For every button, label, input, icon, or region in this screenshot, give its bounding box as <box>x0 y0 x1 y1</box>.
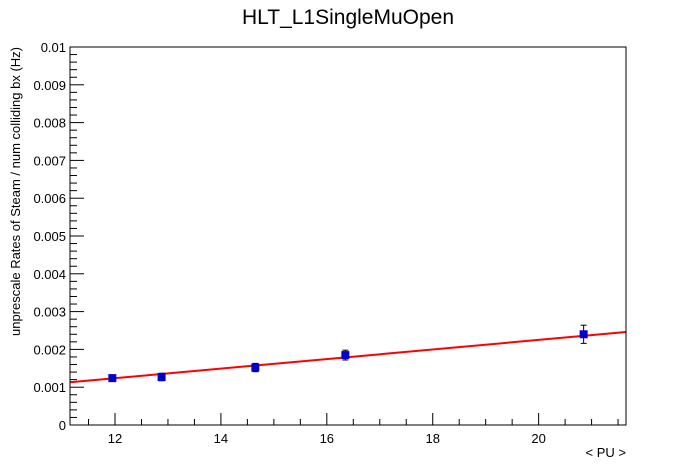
x-axis: 12 14 16 18 20 <box>88 413 619 446</box>
y-tick-label: 0.009 <box>33 78 66 93</box>
x-tick-label: 14 <box>214 431 228 446</box>
y-tick-label: 0.003 <box>33 305 66 320</box>
y-tick-label: 0.006 <box>33 191 66 206</box>
y-tick-label: 0.004 <box>33 267 66 282</box>
x-tick-label: 18 <box>425 431 439 446</box>
y-tick-label: 0.007 <box>33 153 66 168</box>
chart-title: HLT_L1SingleMuOpen <box>242 6 454 29</box>
y-axis-label: unprescale Rates of Steam / num collidin… <box>8 47 23 336</box>
y-tick-label: 0.001 <box>33 380 66 395</box>
y-axis: 0 0.001 0.002 0.003 0.004 0.005 0.006 0.007 0.00… <box>33 40 84 433</box>
data-points-layer <box>108 324 588 383</box>
data-point <box>579 330 588 339</box>
y-tick-label: 0.002 <box>33 342 66 357</box>
data-point <box>341 351 350 360</box>
y-tick-label: 0.008 <box>33 116 66 131</box>
y-tick-label: 0.01 <box>41 40 66 55</box>
x-tick-label: 16 <box>320 431 334 446</box>
data-point <box>157 372 166 381</box>
data-point <box>251 363 260 372</box>
x-tick-label: 12 <box>108 431 122 446</box>
y-tick-label: 0.005 <box>33 229 66 244</box>
data-point <box>108 374 117 383</box>
x-axis-label: < PU > <box>586 445 626 460</box>
y-tick-label: 0 <box>59 418 66 433</box>
plot-frame <box>69 46 627 426</box>
x-tick-label: 20 <box>531 431 545 446</box>
